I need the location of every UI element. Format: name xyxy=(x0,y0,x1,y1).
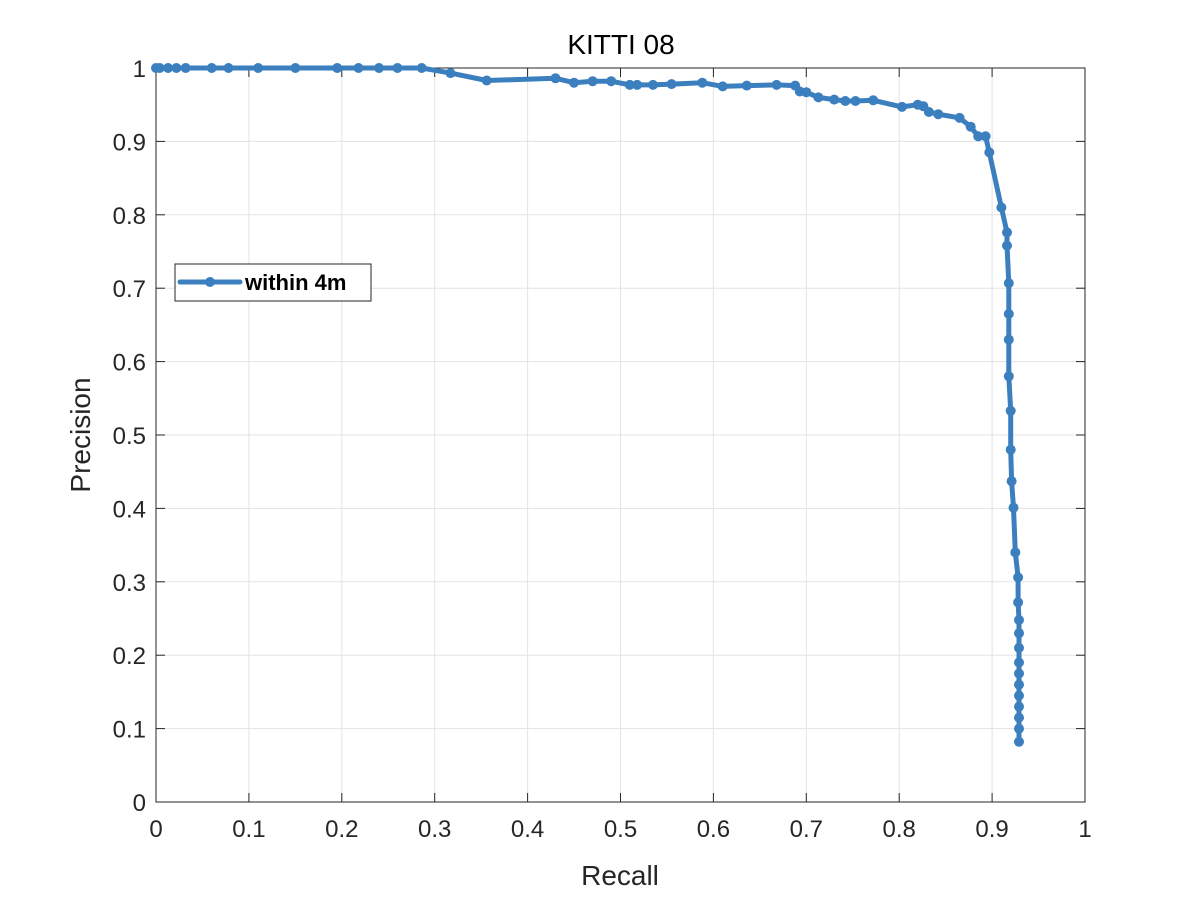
data-point xyxy=(697,77,708,88)
axis-ticks: 0 0.1 0.2 0.3 0.4 0.5 0.6 0.7 0.8 0.9 1 0 0.1 0.2 0.3 0… xyxy=(113,56,1092,843)
y-tick-label: 0.1 xyxy=(113,717,146,744)
legend-marker-swatch xyxy=(205,277,215,287)
data-point xyxy=(206,63,217,73)
y-tick-label: 0.9 xyxy=(113,129,146,156)
x-tick-label: 0.9 xyxy=(975,816,1008,843)
data-point xyxy=(332,63,343,73)
data-point xyxy=(1003,308,1014,319)
data-point xyxy=(996,202,1007,213)
data-point xyxy=(923,107,934,117)
data-point xyxy=(569,77,579,88)
data-point xyxy=(1014,723,1024,734)
data-point xyxy=(1013,572,1024,583)
data-point xyxy=(771,79,782,90)
data-point xyxy=(253,63,264,73)
data-point xyxy=(1014,615,1024,625)
x-tick-label: 0.1 xyxy=(232,816,265,843)
x-axis-label: Recall xyxy=(581,860,659,891)
x-tick-label: 0 xyxy=(149,816,162,843)
data-point xyxy=(897,101,907,112)
data-point xyxy=(868,95,879,106)
data-point xyxy=(840,96,851,106)
data-point xyxy=(1006,476,1017,487)
data-point xyxy=(606,76,617,87)
x-tick-label: 1 xyxy=(1078,816,1091,843)
data-point xyxy=(481,75,492,86)
data-point xyxy=(624,79,635,90)
data-point xyxy=(965,121,976,132)
data-point xyxy=(1014,642,1024,653)
y-tick-label: 0.6 xyxy=(113,350,146,377)
data-point xyxy=(587,76,598,87)
data-point xyxy=(1014,628,1024,639)
data-point xyxy=(850,96,861,106)
data-point xyxy=(741,80,752,91)
y-tick-label: 0.5 xyxy=(113,423,146,450)
y-tick-label: 0.7 xyxy=(113,276,146,303)
y-tick-label: 0.2 xyxy=(113,643,146,670)
chart-title: KITTI 08 xyxy=(567,29,674,60)
y-tick-label: 0.4 xyxy=(113,496,146,523)
y-tick-label: 0.3 xyxy=(113,570,146,597)
y-tick-label: 1 xyxy=(133,56,146,83)
data-point xyxy=(813,92,824,103)
data-point xyxy=(1005,444,1016,455)
y-axis-label: Precision xyxy=(65,377,96,492)
data-point xyxy=(445,68,456,79)
data-point xyxy=(374,63,384,73)
legend-entry-label: within 4m xyxy=(244,270,346,295)
x-tick-label: 0.3 xyxy=(418,816,451,843)
series-layer xyxy=(151,63,1024,747)
data-point xyxy=(648,79,658,90)
y-tick-label: 0.8 xyxy=(113,203,146,230)
x-tick-label: 0.2 xyxy=(325,816,358,843)
data-point xyxy=(180,63,191,73)
y-tick-label: 0 xyxy=(133,790,146,817)
x-tick-label: 0.8 xyxy=(883,816,916,843)
data-point xyxy=(1008,502,1019,513)
data-point xyxy=(980,131,991,142)
data-point xyxy=(1014,736,1024,747)
data-point xyxy=(1013,597,1024,608)
data-point xyxy=(154,63,165,73)
legend: within 4m xyxy=(174,263,372,302)
data-point xyxy=(392,63,403,73)
data-point xyxy=(666,79,677,90)
data-point xyxy=(1010,547,1021,558)
data-point xyxy=(1014,690,1024,701)
x-tick-label: 0.5 xyxy=(604,816,637,843)
data-point xyxy=(1014,668,1024,679)
data-point xyxy=(1014,701,1024,712)
data-point xyxy=(290,63,301,73)
x-tick-label: 0.6 xyxy=(697,816,730,843)
data-point xyxy=(1005,405,1016,416)
data-point xyxy=(223,63,234,73)
data-point xyxy=(163,63,174,73)
data-point xyxy=(984,147,995,158)
data-point xyxy=(1003,278,1014,289)
data-point xyxy=(1002,240,1012,251)
data-point xyxy=(171,63,182,73)
data-point xyxy=(1014,712,1024,723)
data-point xyxy=(933,109,944,120)
data-point xyxy=(717,81,728,92)
data-point xyxy=(1003,371,1014,382)
data-point xyxy=(973,131,984,142)
data-point xyxy=(632,79,643,90)
data-point xyxy=(1002,227,1012,238)
data-point xyxy=(550,73,561,84)
data-point xyxy=(1014,679,1024,690)
data-point xyxy=(801,87,812,98)
data-point xyxy=(353,63,364,73)
data-point xyxy=(829,94,840,105)
data-point xyxy=(416,63,427,73)
x-tick-label: 0.7 xyxy=(790,816,823,843)
data-point xyxy=(1014,657,1024,668)
data-point xyxy=(1003,334,1014,345)
data-point xyxy=(954,112,965,123)
x-tick-label: 0.4 xyxy=(511,816,544,843)
